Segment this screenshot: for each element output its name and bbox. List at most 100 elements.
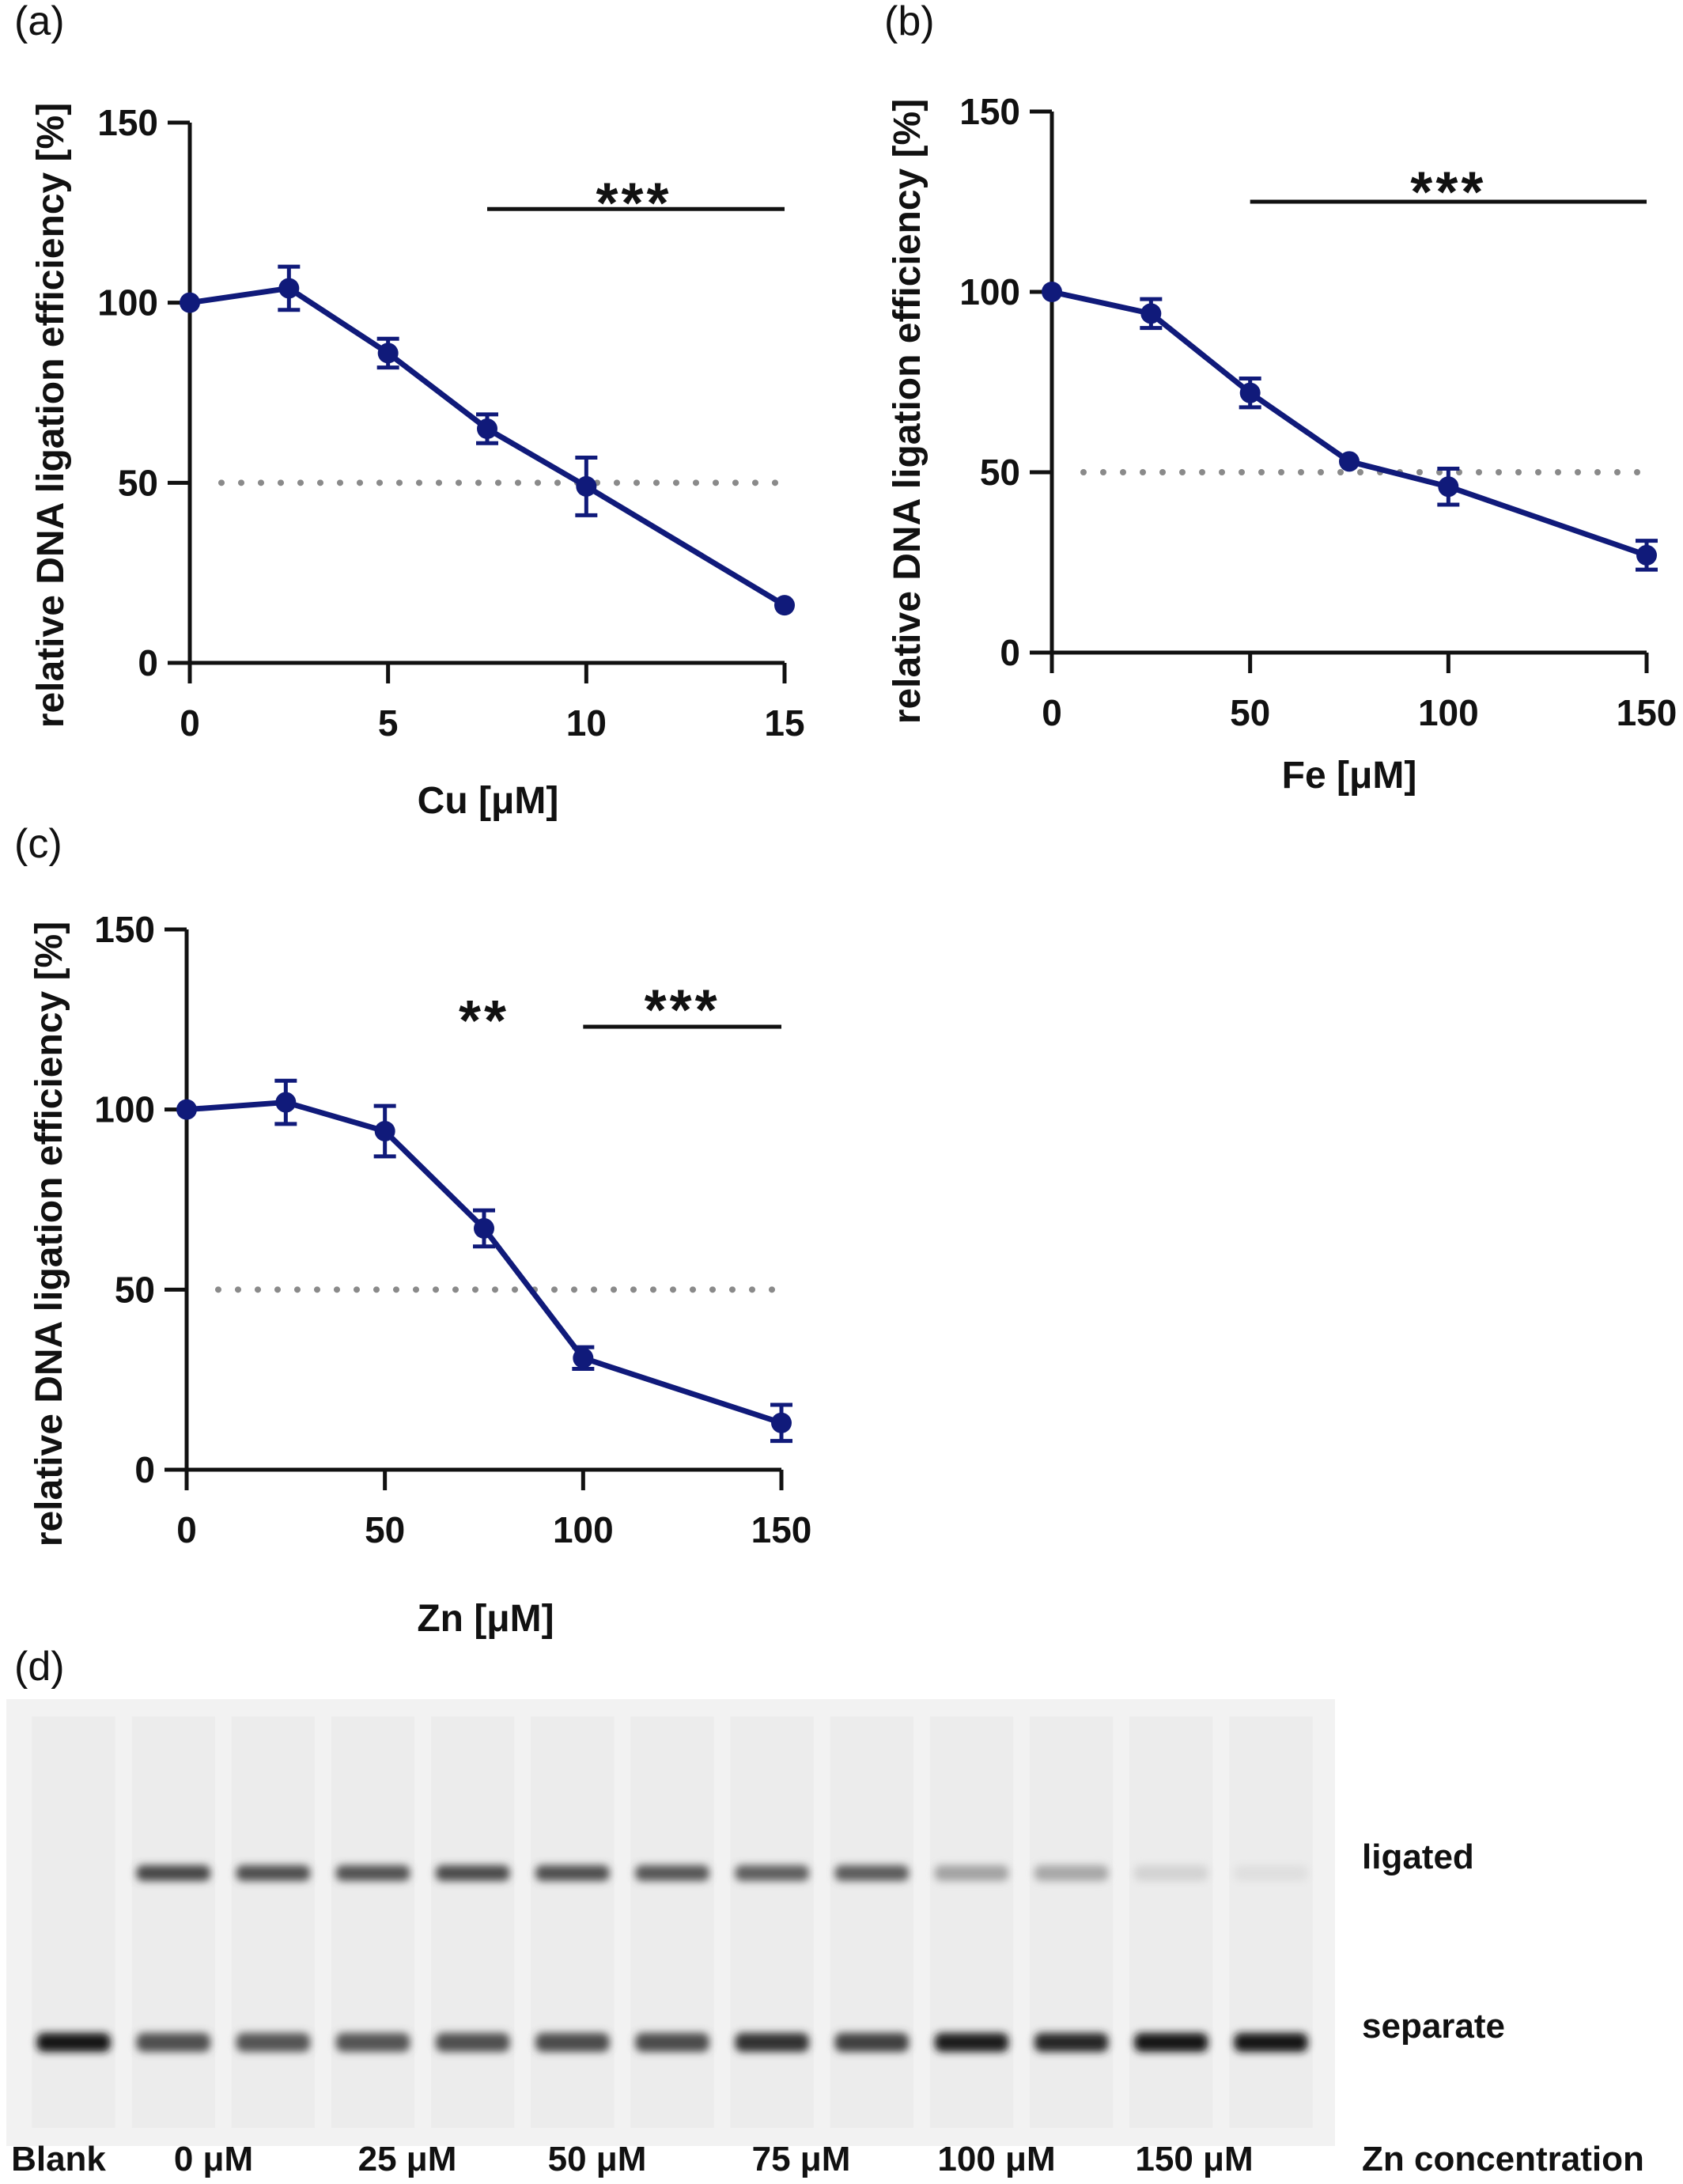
- significance-label: ***: [645, 979, 720, 1043]
- data-point: [771, 1412, 792, 1433]
- significance-label: **: [459, 990, 509, 1053]
- x-tick-label: 0: [1042, 692, 1062, 733]
- band-ligated: [436, 1865, 510, 1881]
- data-point: [1438, 476, 1459, 498]
- data-point: [576, 475, 597, 497]
- data-point: [278, 278, 300, 299]
- lane-label: 75 μM: [752, 2140, 851, 2178]
- band-ligated: [1134, 1865, 1208, 1881]
- gel-lane: [630, 1717, 714, 2128]
- gel-lane: [1129, 1717, 1213, 2128]
- x-tick-label: 50: [1230, 692, 1270, 733]
- x-tick-label: 0: [180, 702, 200, 744]
- band-ligated: [335, 1865, 410, 1881]
- gel-lane: [131, 1717, 215, 2128]
- data-point: [180, 292, 200, 313]
- gel-lane: [830, 1717, 913, 2128]
- data-point: [474, 1217, 494, 1239]
- x-tick-label: 10: [566, 702, 607, 744]
- band-separate: [535, 2033, 610, 2052]
- band-separate: [136, 2033, 210, 2052]
- band-separate: [1034, 2033, 1109, 2052]
- band-separate: [635, 2033, 709, 2052]
- data-point: [1042, 282, 1062, 302]
- chart-panel-b: (b) relative DNA ligation efficiency [%]…: [884, 0, 1677, 797]
- band-ligated: [834, 1865, 909, 1881]
- data-point: [573, 1347, 594, 1368]
- x-tick-label: 5: [378, 702, 399, 744]
- y-tick-label: 100: [94, 1089, 155, 1130]
- band-separate: [36, 2033, 111, 2052]
- band-separate: [934, 2033, 1009, 2052]
- gel-lane: [730, 1717, 814, 2128]
- gel-lane: [431, 1717, 515, 2128]
- y-tick-label: 150: [94, 909, 155, 950]
- band-ligated: [934, 1865, 1009, 1881]
- x-tick-label: 100: [553, 1509, 614, 1550]
- data-point: [477, 418, 497, 440]
- band-separate: [1234, 2033, 1308, 2052]
- data-point: [774, 595, 795, 616]
- panel-letter-a: (a): [14, 0, 65, 44]
- band-separate: [834, 2033, 909, 2052]
- band-ligated: [136, 1865, 210, 1881]
- gel-lane: [929, 1717, 1014, 2128]
- x-tick-label: 100: [1418, 692, 1479, 733]
- gel-lane: [1029, 1717, 1114, 2128]
- band-separate: [1134, 2033, 1208, 2052]
- band-ligated: [635, 1865, 709, 1881]
- y-tick-label: 50: [115, 1269, 155, 1310]
- data-point: [1239, 382, 1261, 403]
- x-tick-label: 0: [176, 1509, 197, 1550]
- data-point: [377, 343, 399, 364]
- gel-axis-label: Zn concentration: [1362, 2140, 1644, 2178]
- series-line: [186, 1100, 783, 1426]
- x-tick-label: 15: [764, 702, 804, 744]
- y-tick-label: 0: [138, 642, 158, 683]
- y-tick-label: 50: [118, 462, 158, 503]
- plot-area-a: 0 50 100 150 0 5 10 15 ***: [97, 102, 804, 744]
- data-point: [275, 1092, 297, 1113]
- lane-labels: Blank 0 μM 25 μM 50 μM 75 μM 100 μM 150 …: [11, 2140, 1644, 2178]
- band-separate: [436, 2033, 510, 2052]
- y-tick-label: 50: [980, 452, 1020, 493]
- significance-label: ***: [596, 172, 671, 236]
- y-axis-title-a: relative DNA ligation efficiency [%]: [30, 103, 72, 728]
- y-tick-label: 100: [959, 271, 1020, 312]
- band-label-separate: separate: [1362, 2007, 1505, 2046]
- x-tick-label: 150: [751, 1509, 812, 1550]
- band-label-ligated: ligated: [1362, 1838, 1474, 1876]
- band-separate: [335, 2033, 410, 2052]
- x-tick-label: 50: [365, 1509, 405, 1550]
- band-ligated: [735, 1865, 809, 1881]
- x-tick-label: 150: [1617, 692, 1677, 733]
- data-point: [176, 1099, 197, 1120]
- y-tick-label: 150: [97, 102, 158, 143]
- gel-lanes: [32, 1717, 1313, 2128]
- lane-label: 100 μM: [937, 2140, 1055, 2178]
- lane-label: 50 μM: [548, 2140, 647, 2178]
- y-axis-title-b: relative DNA ligation efficiency [%]: [887, 99, 928, 724]
- lane-label: Blank: [11, 2140, 106, 2178]
- chart-panel-c: (c) relative DNA ligation efficiency [%]…: [14, 821, 811, 1640]
- gel-panel-d: (d) ligated separate Blank 0 μM 25 μM 50…: [6, 1644, 1644, 2178]
- band-ligated: [1034, 1865, 1109, 1881]
- y-tick-label: 0: [134, 1449, 155, 1490]
- x-axis-title-b: Fe [μM]: [1282, 755, 1417, 797]
- data-point: [374, 1120, 395, 1141]
- panel-letter-c: (c): [14, 821, 62, 867]
- y-tick-label: 150: [959, 91, 1020, 132]
- band-ligated: [1234, 1865, 1308, 1881]
- lane-label: 0 μM: [174, 2140, 253, 2178]
- gel-lane: [531, 1717, 615, 2128]
- gel-lane: [331, 1717, 415, 2128]
- panel-letter-d: (d): [14, 1644, 65, 1690]
- y-tick-label: 0: [1000, 632, 1020, 673]
- gel-lane: [231, 1717, 316, 2128]
- y-tick-label: 100: [97, 282, 158, 324]
- x-axis-title-a: Cu [μM]: [418, 780, 559, 822]
- data-point: [1140, 303, 1162, 324]
- band-separate: [236, 2033, 311, 2052]
